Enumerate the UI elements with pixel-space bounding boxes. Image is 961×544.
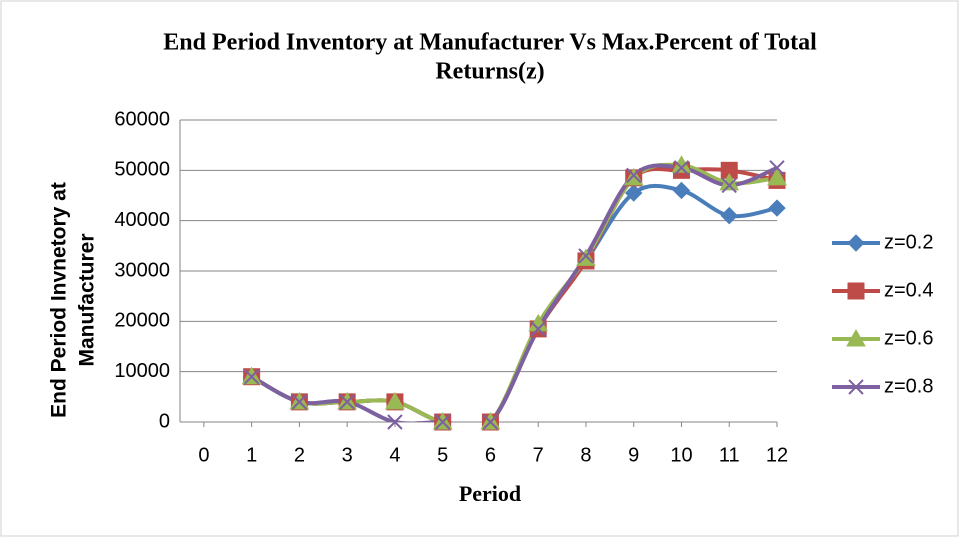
legend-label: z=0.8: [884, 375, 933, 397]
legend-label: z=0.2: [884, 231, 933, 253]
marker: [672, 181, 691, 200]
x-tick-label: 9: [628, 444, 639, 466]
x-tick-label: 6: [485, 444, 496, 466]
y-tick-label: 0: [159, 410, 170, 432]
x-tick-label: 1: [246, 444, 257, 466]
marker: [385, 391, 405, 410]
legend-label: z=0.4: [884, 279, 933, 301]
x-tick-label: 5: [437, 444, 448, 466]
marker: [530, 321, 546, 337]
marker: [721, 177, 737, 194]
marker: [578, 248, 594, 264]
marker: [387, 414, 403, 430]
marker: [767, 167, 787, 186]
marker: [434, 414, 451, 430]
marker: [482, 414, 499, 430]
marker: [626, 167, 642, 184]
x-tick-label: 2: [294, 444, 305, 466]
x-tick-label: 11: [719, 444, 740, 466]
y-tick-label: 60000: [114, 108, 170, 130]
y-tick-label: 20000: [114, 310, 170, 332]
marker: [673, 160, 690, 176]
x-tick-label: 4: [389, 444, 400, 466]
legend-marker: [847, 282, 865, 300]
legend-label: z=0.6: [884, 327, 933, 349]
y-axis-label: Manufacturer: [76, 233, 99, 366]
x-tick-label: 12: [766, 444, 788, 466]
marker: [243, 368, 260, 385]
y-axis-label: End Period Invnetory at: [48, 182, 71, 418]
legend-marker: [847, 234, 865, 252]
y-tick-label: 30000: [114, 259, 170, 281]
x-axis-label: Period: [459, 481, 521, 506]
legend-marker: [848, 379, 864, 395]
y-tick-label: 10000: [114, 360, 170, 382]
legend-marker: [846, 328, 866, 347]
chart-title: End Period Inventory at Manufacturer Vs …: [163, 30, 817, 56]
marker: [768, 199, 786, 217]
x-tick-label: 8: [580, 444, 591, 466]
x-tick-label: 0: [198, 444, 209, 466]
y-tick-label: 40000: [114, 209, 170, 231]
marker: [769, 160, 785, 176]
x-tick-label: 10: [670, 444, 692, 466]
marker: [528, 313, 549, 332]
marker: [720, 206, 738, 225]
marker: [339, 394, 355, 410]
x-tick-label: 7: [533, 444, 544, 466]
marker: [291, 394, 308, 410]
y-tick-label: 50000: [114, 159, 170, 181]
chart-title: Returns(z): [435, 59, 544, 85]
marker: [625, 184, 643, 202]
x-tick-label: 3: [342, 444, 353, 466]
